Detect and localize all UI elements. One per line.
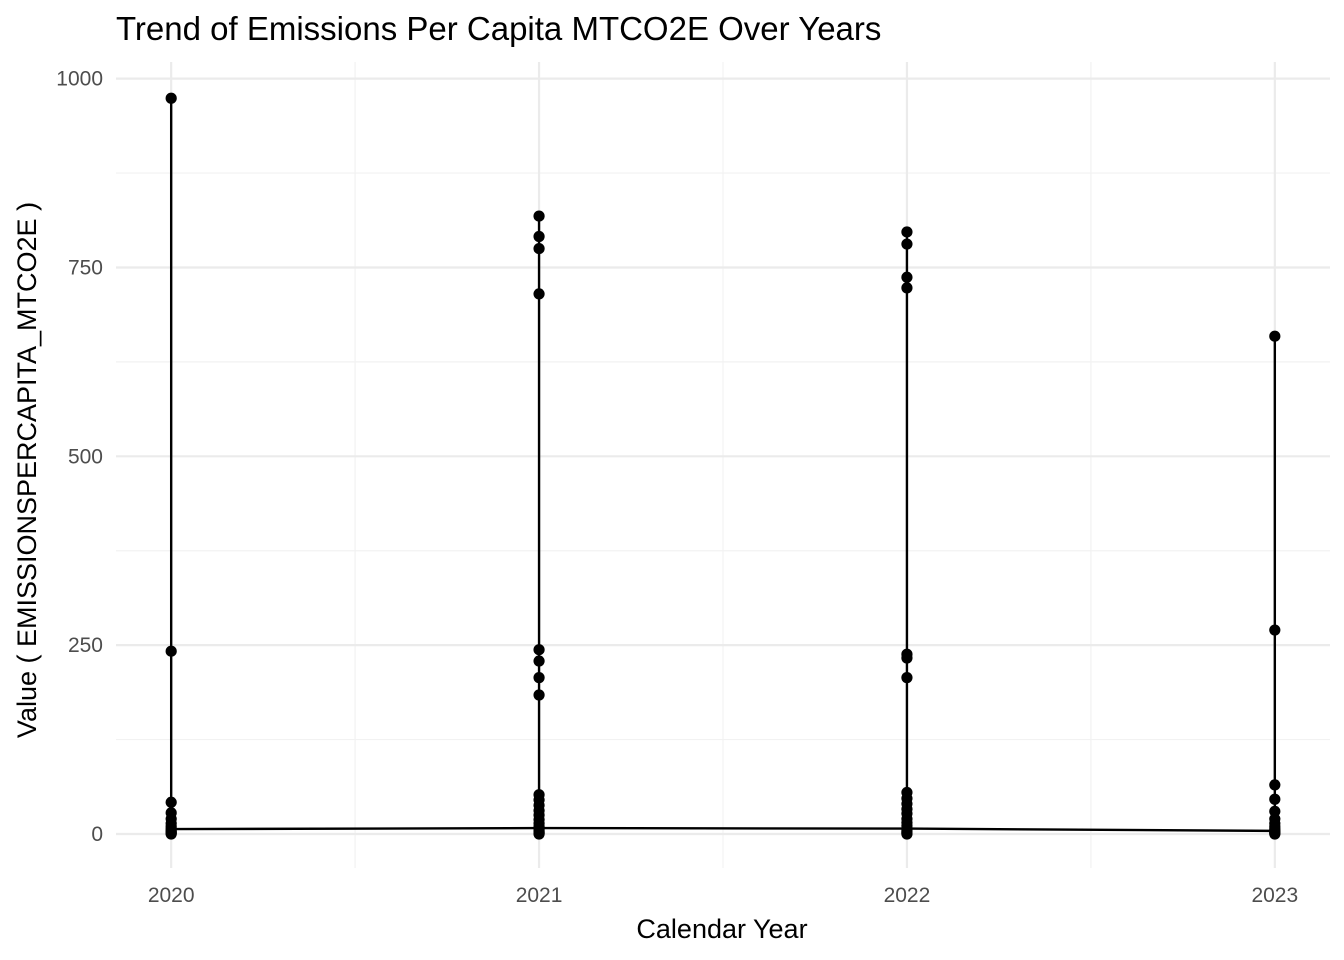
x-tick-label: 2022 (884, 884, 931, 907)
data-point (901, 272, 912, 283)
y-tick-label: 250 (68, 634, 103, 657)
data-point (901, 828, 912, 839)
x-tick-label: 2021 (516, 884, 563, 907)
data-point (166, 93, 177, 104)
data-point (166, 646, 177, 657)
x-tick-label: 2020 (148, 884, 195, 907)
data-point (901, 672, 912, 683)
data-point (901, 652, 912, 663)
y-tick-label: 1000 (56, 68, 103, 91)
data-point (533, 644, 544, 655)
data-point (533, 288, 544, 299)
data-point (1269, 828, 1280, 839)
data-point (533, 210, 544, 221)
data-point (533, 828, 544, 839)
chart-title: Trend of Emissions Per Capita MTCO2E Ove… (116, 10, 881, 47)
data-point (1269, 331, 1280, 342)
data-point (1269, 779, 1280, 790)
data-point (1269, 624, 1280, 635)
tick-labels: 0 250 500 750 1000 2020 2021 2022 2023 (56, 68, 1298, 907)
data-point (901, 282, 912, 293)
y-axis-title: Value ( EMISSIONSPERCAPITA_MTCO2E ) (12, 202, 42, 738)
y-tick-label: 0 (91, 823, 103, 846)
grid-lines (116, 62, 1330, 868)
data-point (533, 689, 544, 700)
data-point (901, 238, 912, 249)
data-point (1269, 794, 1280, 805)
data-point (166, 797, 177, 808)
data-point (533, 231, 544, 242)
data-point (533, 243, 544, 254)
data-point (166, 828, 177, 839)
x-tick-label: 2023 (1251, 884, 1298, 907)
data-point (533, 672, 544, 683)
data-point (533, 655, 544, 666)
y-tick-label: 500 (68, 445, 103, 468)
y-tick-label: 750 (68, 256, 103, 279)
data-point (901, 226, 912, 237)
x-axis-title: Calendar Year (636, 914, 807, 944)
